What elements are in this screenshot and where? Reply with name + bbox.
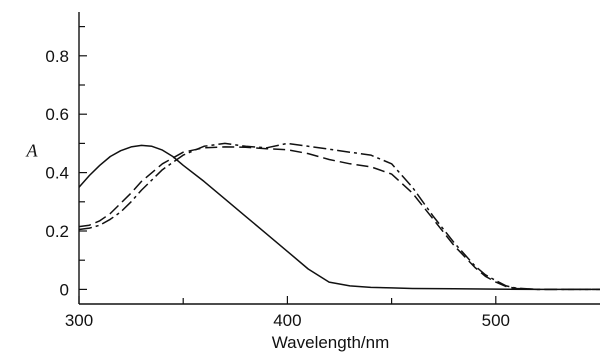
tick-labels: 0 0.2 0.4 0.6 0.8 300 400 500 xyxy=(45,47,510,330)
ticks xyxy=(78,26,497,304)
series-line-dashed xyxy=(78,146,600,291)
axes xyxy=(78,12,600,305)
series-line-dash-dot xyxy=(78,142,600,291)
series-group xyxy=(78,142,600,291)
y-tick-label: 0.8 xyxy=(45,47,69,66)
series-line-solid xyxy=(78,144,600,291)
x-axis-title: Wavelength/nm xyxy=(272,333,389,352)
y-tick-label: 0.4 xyxy=(45,164,69,183)
y-axis-title: A xyxy=(26,140,39,160)
y-tick-label: 0.2 xyxy=(45,222,69,241)
x-tick-label: 500 xyxy=(482,311,510,330)
y-tick-label: 0 xyxy=(60,280,69,299)
y-tick-label: 0.6 xyxy=(45,105,69,124)
x-tick-label: 300 xyxy=(65,311,93,330)
x-tick-label: 400 xyxy=(273,311,301,330)
